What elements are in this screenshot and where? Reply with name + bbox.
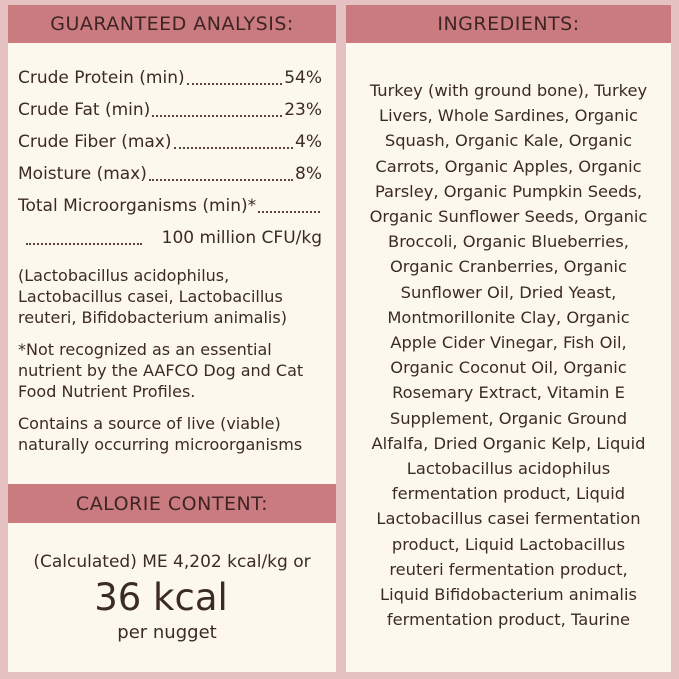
- row-value: 54%: [284, 68, 322, 88]
- ingredient-line: Lactobacillus casei fermentation: [376, 509, 641, 529]
- ingredient-line: Organic Sunflower Seeds, Organic: [369, 207, 648, 226]
- ingredient-line: Parsley, Organic Pumpkin Seeds,: [374, 181, 643, 201]
- ingredient-line: product, Liquid Lactobacillus: [391, 534, 626, 554]
- row-value: 100 million CFU/kg: [161, 228, 322, 248]
- calorie-title: CALORIE CONTENT:: [8, 484, 336, 523]
- row-value: 8%: [295, 164, 322, 184]
- note-line: Lactobacillus casei, Lactobacillus: [18, 287, 283, 306]
- ingredient-line: Lactobacillus acidophilus: [406, 459, 611, 478]
- dot-leader: [187, 83, 282, 85]
- row-label: Crude Protein (min): [18, 68, 185, 88]
- ingredient-line: Organic Cranberries, Organic: [389, 257, 628, 277]
- calorie-unit: per nugget: [117, 622, 217, 643]
- note-line: reuteri, Bifidobacterium animalis): [18, 308, 287, 327]
- calorie-line: (Calculated) ME 4,202 kcal/kg or: [33, 552, 311, 572]
- ingredient-line: Liquid Bifidobacterium animalis: [380, 585, 637, 604]
- dot-leader: [258, 211, 320, 213]
- dot-leader: [149, 179, 293, 181]
- note-line: *Not recognized as an essential: [18, 340, 272, 359]
- note-line: naturally occurring microorganisms: [18, 435, 303, 454]
- ingredient-line: Alfalfa, Dried Organic Kelp, Liquid: [371, 433, 646, 453]
- ingredient-line: Supplement, Organic Ground: [389, 408, 628, 428]
- ingredient-line: fermentation product, Taurine: [386, 610, 631, 630]
- calorie-big: 36 kcal: [94, 576, 228, 619]
- ingredients-title: INGREDIENTS:: [346, 5, 671, 43]
- row-value: 23%: [284, 100, 322, 120]
- ingredient-line: Apple Cider Vinegar, Fish Oil,: [390, 333, 627, 352]
- ingredient-line: Sunflower Oil, Dried Yeast,: [400, 282, 617, 302]
- note-line: (Lactobacillus acidophilus,: [18, 266, 230, 285]
- note-line: nutrient by the AAFCO Dog and Cat: [18, 361, 304, 380]
- row-label: Crude Fiber (max): [18, 132, 172, 152]
- ingredient-line: Turkey (with ground bone), Turkey: [369, 81, 648, 100]
- ingredient-line: reuteri fermentation product,: [389, 559, 628, 579]
- right-panel: [346, 5, 671, 672]
- ingredient-line: fermentation product, Liquid: [391, 484, 626, 504]
- row-label: Moisture (max): [18, 164, 147, 184]
- note-line: Contains a source of live (viable): [18, 414, 281, 433]
- ingredient-line: Rosemary Extract, Vitamin E: [392, 383, 625, 403]
- ingredient-line: Montmorillonite Clay, Organic: [387, 307, 630, 327]
- row-label: Crude Fat (min): [18, 100, 151, 120]
- ingredient-line: Carrots, Organic Apples, Organic: [375, 156, 642, 176]
- dot-leader: [152, 115, 282, 117]
- analysis-title: GUARANTEED ANALYSIS:: [8, 5, 336, 43]
- ingredient-line: Livers, Whole Sardines, Organic: [379, 106, 638, 126]
- ingredient-line: Organic Coconut Oil, Organic: [390, 358, 627, 378]
- dot-leader: [174, 147, 293, 149]
- row-value: 4%: [295, 132, 322, 152]
- row-label: Total Microorganisms (min)*: [18, 196, 257, 216]
- ingredient-line: Squash, Organic Kale, Organic: [384, 131, 633, 151]
- dot-leader: [26, 243, 142, 245]
- note-line: Food Nutrient Profiles.: [18, 382, 196, 401]
- ingredient-line: Broccoli, Organic Blueberries,: [388, 232, 629, 252]
